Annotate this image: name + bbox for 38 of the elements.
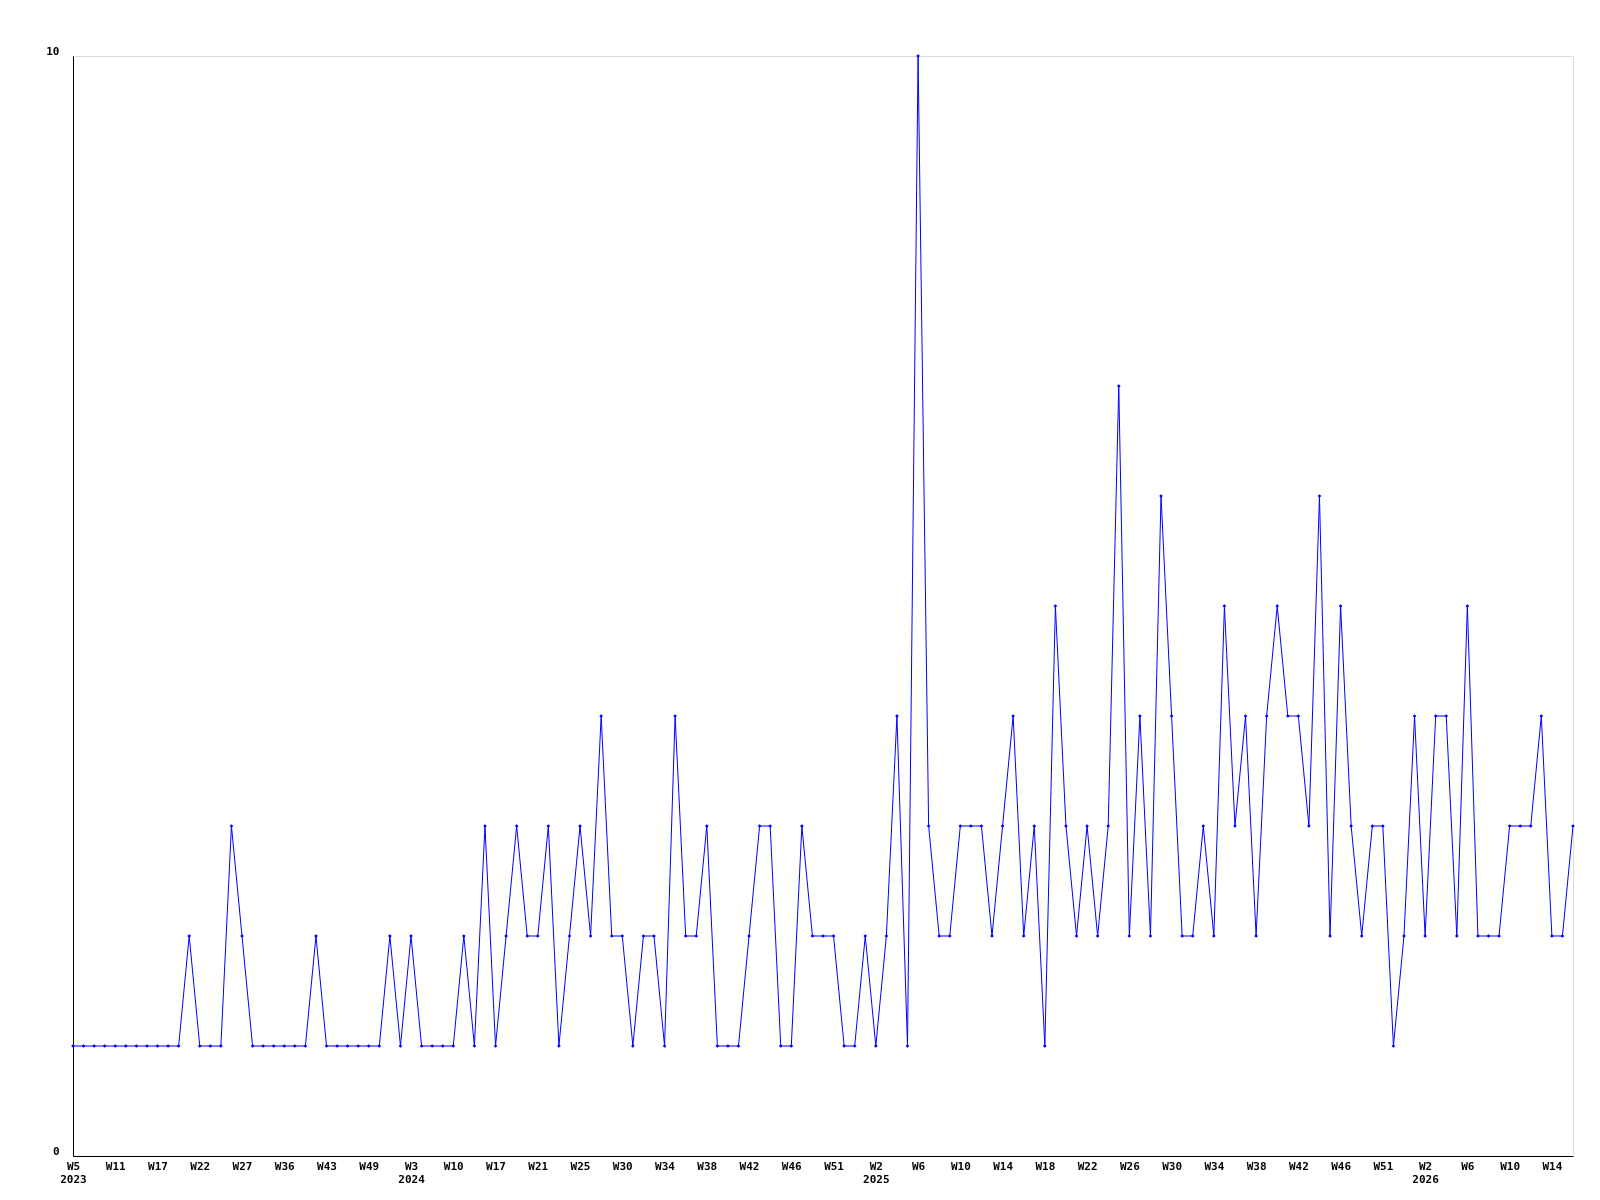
x-tick-label: W43 xyxy=(317,1159,337,1173)
x-tick-label: W10 xyxy=(1500,1159,1521,1173)
x-tick-label: W11 xyxy=(105,1159,127,1173)
x-tick-label: W2 2025 xyxy=(863,1159,890,1186)
x-tick-label: W6 xyxy=(1461,1159,1475,1173)
x-tick-label: W10 xyxy=(443,1159,464,1173)
x-tick-label: W30 xyxy=(612,1159,633,1173)
x-tick-label: W42 xyxy=(1288,1159,1309,1173)
x-tick-label: W18 xyxy=(1035,1159,1056,1173)
x-tick-label: W38 xyxy=(697,1159,718,1173)
x-tick-label: W27 xyxy=(232,1159,253,1173)
x-tick-label: W14 xyxy=(1542,1159,1563,1173)
x-tick-label: W6 xyxy=(911,1159,926,1173)
x-tick-label: W46 xyxy=(781,1159,803,1173)
x-tick-label: W25 xyxy=(570,1159,591,1173)
x-tick-label: W21 xyxy=(528,1159,549,1173)
x-tick-label: W34 xyxy=(1204,1159,1225,1173)
x-tick-label: W42 xyxy=(739,1159,760,1173)
x-tick-label: W51 xyxy=(1373,1159,1394,1173)
y-tick-label: 0 xyxy=(52,1144,60,1158)
x-tick-label: W38 xyxy=(1246,1159,1267,1173)
x-tick-label: W2 2026 xyxy=(1412,1159,1440,1186)
x-tick-label: W5 2023 xyxy=(60,1159,87,1186)
x-tick-label: W36 xyxy=(274,1159,296,1173)
x-tick-label: W22 xyxy=(190,1159,211,1173)
x-tick-label: W34 xyxy=(655,1159,676,1173)
x-tick-label: W49 xyxy=(359,1159,380,1173)
x-tick-label: W10 xyxy=(950,1159,971,1173)
x-tick-label: W17 xyxy=(148,1159,168,1173)
x-tick-label: W30 xyxy=(1162,1159,1183,1173)
x-tick-label: W26 xyxy=(1119,1159,1141,1173)
x-tick-label: W14 xyxy=(993,1159,1014,1173)
x-tick-label: W46 xyxy=(1331,1159,1352,1173)
x-tick-label: W51 xyxy=(824,1159,845,1173)
x-tick-label: W3 2024 xyxy=(398,1159,426,1186)
y-tick-label: 10 xyxy=(46,44,60,58)
x-tick-label: W17 xyxy=(486,1159,506,1173)
x-tick-label: W22 xyxy=(1077,1159,1098,1173)
